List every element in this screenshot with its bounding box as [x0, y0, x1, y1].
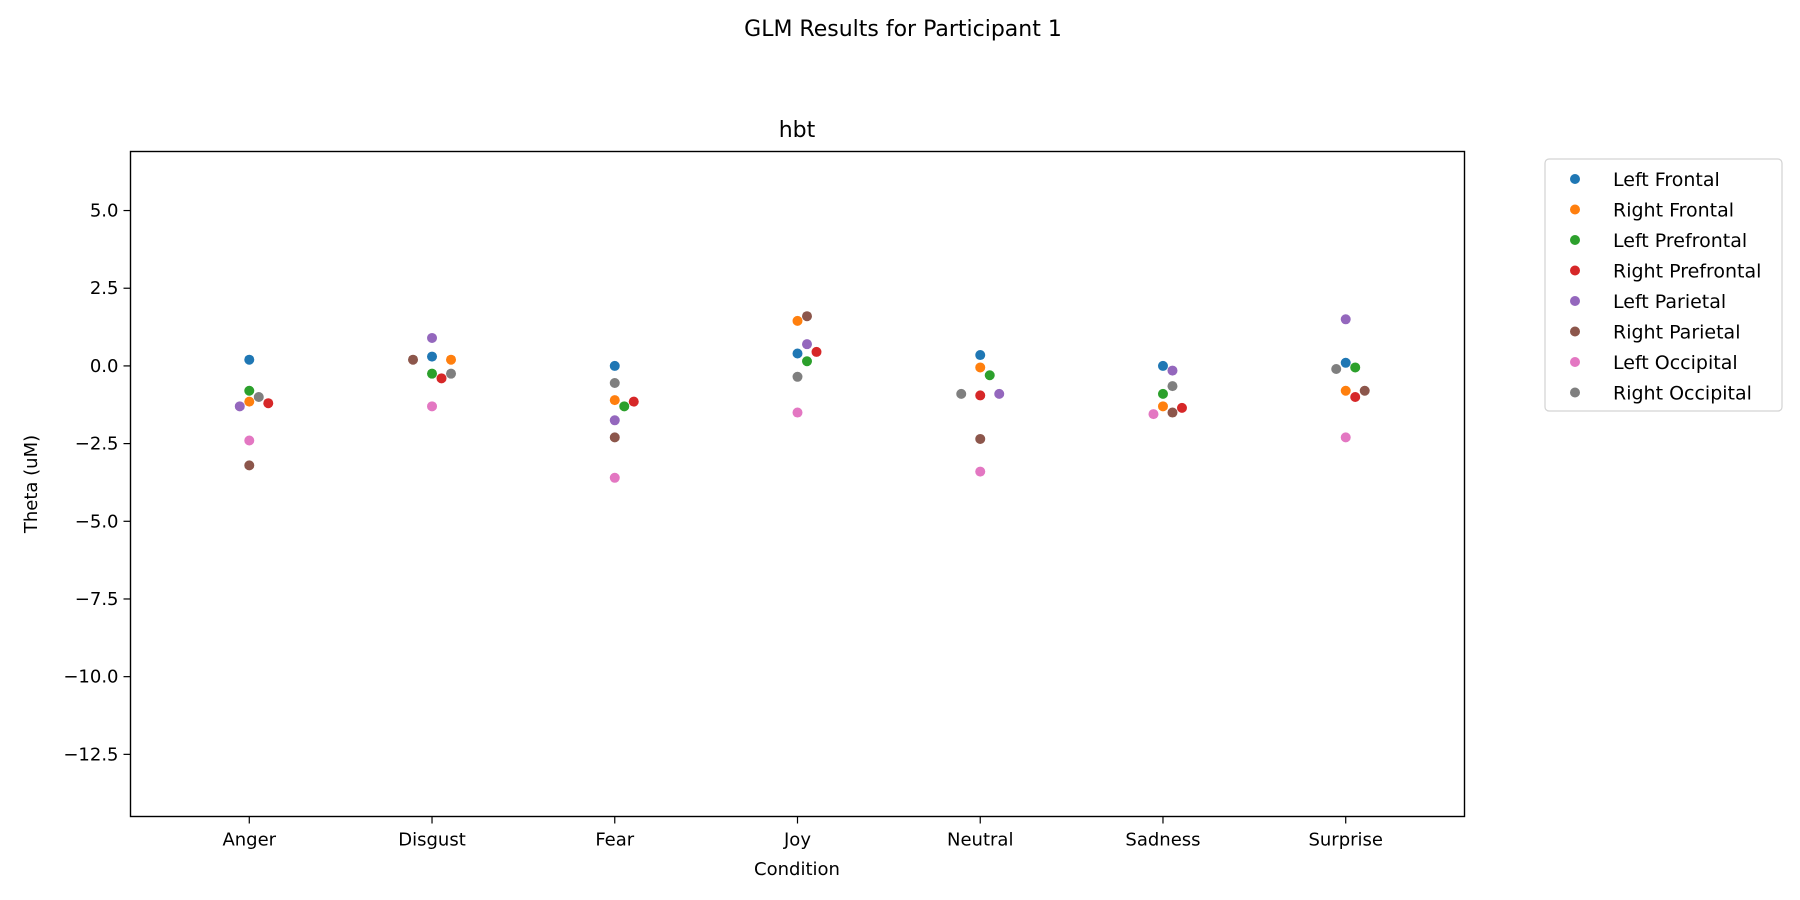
data-point-left-frontal: [609, 360, 620, 371]
data-point-right-occipital: [446, 368, 457, 379]
data-point-right-prefrontal: [263, 398, 274, 409]
legend: Left Frontal Right Frontal Left Prefrontal…: [1544, 158, 1783, 412]
legend-label: Right Frontal: [1613, 200, 1734, 222]
data-point-right-frontal: [1157, 401, 1168, 412]
legend-marker: [1570, 204, 1580, 215]
legend-frame: [1544, 158, 1783, 412]
data-point-right-frontal: [792, 315, 803, 326]
legend-marker: [1570, 265, 1580, 276]
chart-title: hbt: [779, 118, 816, 143]
data-point-right-prefrontal: [975, 390, 986, 401]
data-point-left-frontal: [427, 351, 438, 362]
data-point-left-occipital: [1340, 432, 1351, 443]
data-point-left-frontal: [975, 350, 986, 361]
legend-label: Right Occipital: [1613, 383, 1752, 405]
x-tick-label: Neutral: [947, 830, 1013, 851]
data-point-left-prefrontal: [244, 385, 255, 396]
data-point-right-prefrontal: [811, 346, 822, 357]
data-point-right-occipital: [956, 388, 967, 399]
data-point-left-parietal: [1340, 314, 1351, 325]
data-point-right-parietal: [802, 311, 812, 322]
data-point-left-parietal: [234, 401, 245, 412]
legend-label: Right Parietal: [1613, 322, 1740, 344]
x-tick-label: Anger: [222, 830, 276, 851]
data-point-left-prefrontal: [1157, 388, 1168, 399]
plot-frame: [129, 150, 1466, 818]
data-point-left-prefrontal: [1350, 362, 1361, 373]
data-point-right-frontal: [609, 395, 620, 406]
data-point-right-occipital: [1167, 381, 1178, 392]
legend-label: Left Frontal: [1613, 169, 1720, 191]
y-tick-label: 5.0: [90, 201, 119, 222]
y-tick-label: 0.0: [90, 356, 119, 377]
data-point-right-parietal: [975, 433, 986, 444]
data-point-right-frontal: [975, 362, 986, 373]
x-tick-label: Joy: [783, 830, 811, 851]
y-tick-label: −5.0: [75, 511, 119, 532]
data-point-left-frontal: [244, 354, 255, 365]
data-point-left-prefrontal: [984, 370, 995, 381]
data-point-left-occipital: [609, 472, 620, 483]
data-point-right-parietal: [408, 354, 419, 365]
data-point-right-occipital: [609, 378, 620, 389]
data-point-left-parietal: [802, 339, 812, 350]
data-point-left-parietal: [994, 388, 1005, 399]
data-point-right-prefrontal: [1350, 391, 1361, 402]
y-tick-label: −12.5: [63, 744, 118, 765]
legend-marker: [1570, 296, 1580, 306]
data-point-left-frontal: [1157, 360, 1168, 371]
data-point-left-occipital: [244, 435, 255, 446]
x-tick-label: Sadness: [1125, 830, 1200, 851]
data-point-right-prefrontal: [628, 396, 639, 407]
y-tick-label: −10.0: [63, 667, 118, 688]
data-point-left-prefrontal: [802, 356, 812, 367]
y-axis-label: Theta (uM): [21, 435, 42, 534]
y-tick-label: 2.5: [90, 278, 119, 299]
data-point-left-occipital: [1148, 409, 1159, 420]
data-point-right-parietal: [1359, 385, 1370, 396]
figure-suptitle: GLM Results for Participant 1: [744, 17, 1062, 42]
data-point-right-occipital: [253, 391, 264, 402]
legend-marker: [1570, 387, 1580, 398]
x-tick-label: Surprise: [1308, 830, 1383, 851]
data-point-right-prefrontal: [1176, 402, 1187, 413]
legend-label: Left Prefrontal: [1613, 230, 1747, 252]
data-point-right-parietal: [609, 432, 620, 443]
data-point-right-frontal: [446, 354, 457, 365]
data-point-right-occipital: [1331, 364, 1342, 375]
data-point-right-parietal: [1167, 407, 1178, 418]
data-point-left-prefrontal: [619, 401, 630, 412]
legend-label: Left Occipital: [1613, 352, 1738, 374]
legend-marker: [1570, 326, 1580, 337]
legend-marker: [1570, 357, 1580, 367]
data-point-left-parietal: [609, 415, 620, 426]
y-tick-label: −2.5: [75, 434, 119, 455]
data-point-right-occipital: [792, 371, 803, 382]
plot-area: 5.0 2.5 0.0 −2.5 −5.0 −7.5 −10.0 −12.5 Anger Disg…: [63, 201, 1383, 851]
legend-marker: [1570, 235, 1580, 245]
data-point-left-occipital: [427, 401, 438, 412]
y-tick-label: −7.5: [75, 589, 119, 610]
data-point-left-parietal: [427, 332, 438, 343]
data-point-left-frontal: [1340, 357, 1351, 368]
x-axis-label: Condition: [754, 859, 840, 880]
data-point-left-parietal: [1167, 365, 1178, 376]
data-point-right-frontal: [244, 396, 255, 407]
data-point-right-frontal: [1340, 385, 1351, 396]
data-point-right-parietal: [244, 460, 255, 471]
data-point-left-prefrontal: [427, 368, 438, 379]
data-point-left-occipital: [792, 407, 803, 418]
legend-label: Right Prefrontal: [1613, 261, 1761, 283]
legend-label: Left Parietal: [1613, 291, 1726, 313]
legend-marker: [1570, 174, 1580, 184]
x-tick-label: Fear: [595, 830, 634, 851]
data-point-left-frontal: [792, 348, 803, 359]
x-tick-label: Disgust: [398, 830, 466, 851]
data-point-left-occipital: [975, 466, 986, 477]
data-point-right-prefrontal: [436, 373, 447, 384]
